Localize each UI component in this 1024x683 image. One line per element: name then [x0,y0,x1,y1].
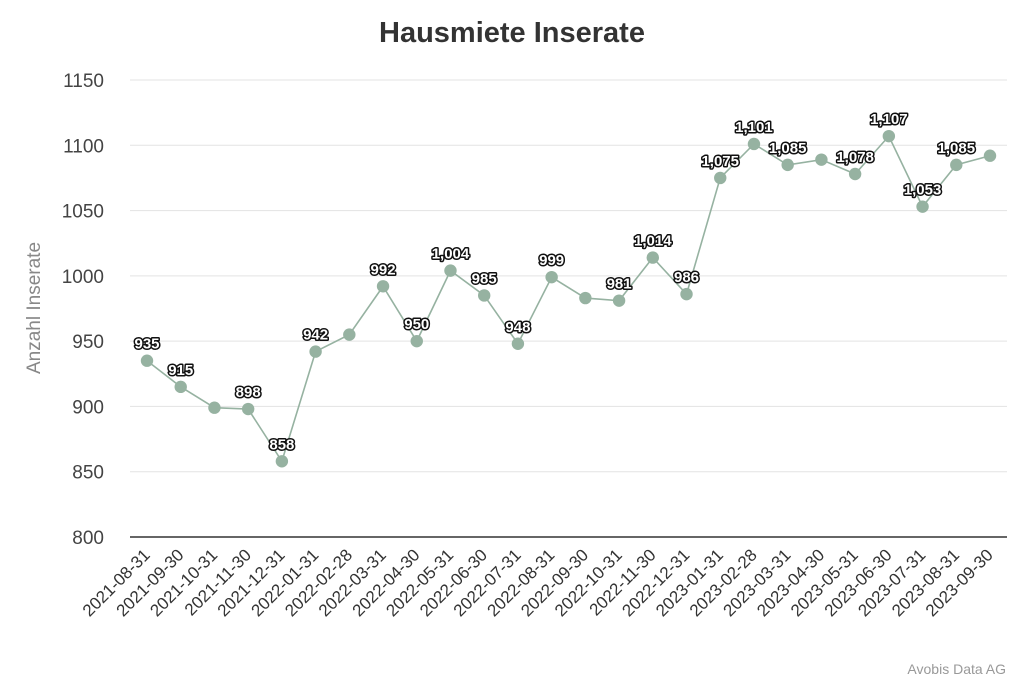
data-label: 999 [539,252,564,269]
y-tick-label: 1150 [63,71,104,92]
data-label: 1,101 [735,119,773,136]
x-axis-ticks: 2021-08-312021-09-302021-10-312021-11-30… [79,545,997,620]
data-points [140,129,997,468]
data-point [174,380,187,394]
y-axis-ticks: 800 850 900 950 1000 1050 1100 1150 [62,71,104,549]
y-tick-label: 950 [72,332,104,353]
y-tick-label: 1100 [63,136,104,157]
data-label: 942 [303,327,328,344]
y-tick-label: 1000 [62,267,104,288]
data-point [680,287,693,301]
data-point [646,251,659,264]
data-point [983,149,997,162]
y-tick-label: 850 [72,463,104,484]
data-label: 935 [134,336,159,353]
y-tick-label: 1050 [62,202,104,223]
data-point [275,455,289,468]
data-label: 985 [472,270,497,287]
data-label: 915 [168,362,193,379]
data-point [882,129,896,143]
y-axis-label: Anzahl Inserate [24,242,45,374]
gridlines [130,79,1007,473]
data-point [410,334,423,348]
data-label: 992 [371,261,396,278]
chart-title: Hausmiete Inserate [379,17,645,49]
data-label: 858 [269,436,294,453]
data-label: 1,053 [904,182,942,199]
data-point [747,137,761,151]
data-label: 1,107 [870,111,908,128]
data-point [376,280,390,293]
data-point [781,158,794,172]
data-point [815,153,828,166]
data-point [612,294,626,307]
data-point [444,264,457,277]
data-point [208,401,221,414]
data-label: 1,004 [432,246,470,263]
data-label: 981 [607,276,632,293]
data-label: 1,075 [701,153,739,170]
data-label: 948 [505,319,530,336]
series-line [146,134,991,464]
y-tick-label: 900 [72,397,104,418]
data-point [140,354,154,367]
y-tick-label: 800 [72,528,104,549]
data-label: 1,078 [836,149,874,166]
data-label: 1,014 [634,233,672,250]
data-point [714,171,727,185]
data-label: 1,085 [769,140,807,157]
data-point [950,158,963,172]
data-point [241,402,255,416]
data-point [579,291,592,305]
data-point [343,328,356,341]
data-point [478,289,491,302]
data-label: 986 [674,269,699,286]
data-point [848,167,862,181]
data-label: 950 [404,316,429,333]
data-point [309,345,322,358]
credit-text: Avobis Data AG [907,661,1006,677]
data-point [916,200,929,213]
data-label: 1,085 [938,140,976,157]
data-label: 898 [236,384,261,401]
data-point [545,270,558,284]
data-point [511,337,525,350]
